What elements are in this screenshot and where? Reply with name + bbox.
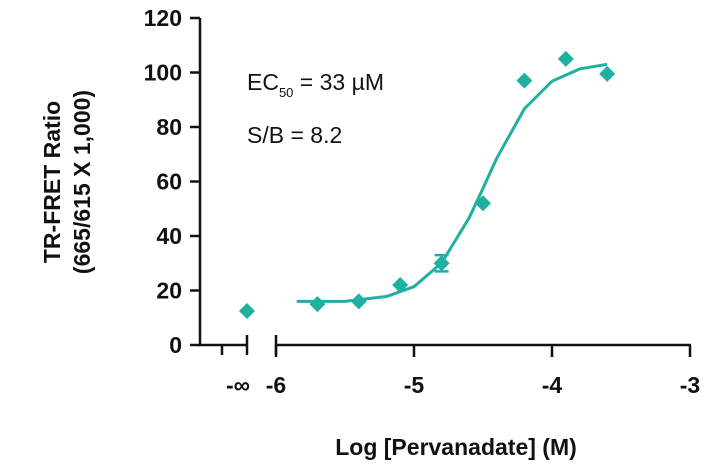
data-point: [475, 195, 491, 212]
x-tick-label: -6: [266, 372, 286, 398]
y-axis-label: TR-FRET Ratio: [39, 101, 65, 263]
y-axis-label: (665/615 X 1,000): [69, 90, 95, 274]
data-point: [350, 293, 367, 310]
annotation: EC50 = 33 µM: [247, 69, 384, 100]
data-point: [392, 277, 409, 294]
y-tick-label: 20: [156, 278, 182, 304]
x-tick-label: -5: [404, 372, 425, 398]
y-tick-label: 80: [156, 114, 182, 140]
y-tick-label: 100: [144, 60, 182, 86]
x-tick-label: -3: [680, 372, 700, 398]
data-point: [557, 50, 574, 67]
y-tick-label: 120: [144, 5, 182, 31]
data-point: [309, 296, 326, 313]
data-point: [516, 72, 533, 89]
x-axis-label: Log [Pervanadate] (M): [335, 434, 577, 460]
x-tick-label: -4: [542, 372, 563, 398]
x-tick-label: -∞: [226, 372, 250, 398]
y-tick-label: 40: [156, 223, 182, 249]
data-point: [599, 65, 616, 82]
y-tick-label: 0: [169, 332, 182, 358]
data-point: [433, 255, 450, 272]
annotation: S/B = 8.2: [247, 122, 342, 148]
data-point: [239, 302, 255, 319]
y-tick-label: 60: [156, 169, 182, 195]
fit-curve: [296, 62, 608, 303]
